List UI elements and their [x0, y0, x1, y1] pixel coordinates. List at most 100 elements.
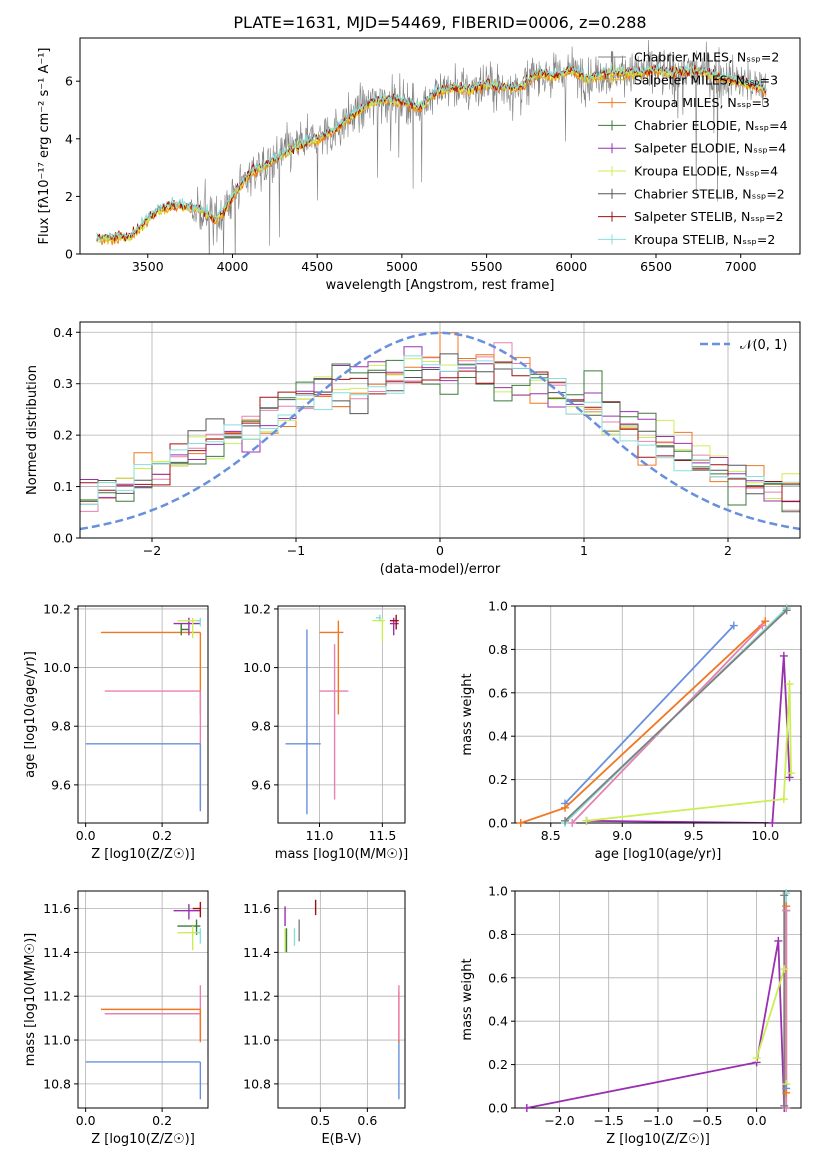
y-tick-label: 11.2 — [243, 989, 271, 1004]
y-tick-label: 2 — [65, 189, 73, 204]
axes-spectrum: 3500 4000 4500 5000 5500 6000 6500 7000 0 2 4 6 wave… — [37, 37, 801, 293]
y-tick-label: 0.1 — [53, 479, 73, 494]
errorbar-point — [376, 614, 382, 621]
y-tick-label: 0.0 — [488, 816, 508, 831]
x-tick-label: 0.0 — [747, 1113, 767, 1128]
legend-label: Salpeter MILES, Nₛₛₚ=3 — [634, 72, 778, 87]
y-tick-label: 0.2 — [53, 428, 73, 443]
x-tick-label: 0.2 — [152, 1113, 172, 1128]
errorbar-point — [196, 928, 202, 944]
errorbar-point — [319, 620, 344, 715]
x-axis-label: wavelength [Angstrom, rest frame] — [326, 278, 555, 293]
x-tick-label: 6500 — [640, 259, 672, 274]
y-tick-label: 10.2 — [243, 601, 271, 616]
y-tick-label: 0.4 — [53, 325, 73, 340]
mass-weight-marker — [780, 965, 789, 974]
axes-residuals: −2 −1 0 1 2 0.0 0.1 0.2 0.3 0.4 (data-model)/error… — [25, 321, 801, 577]
mass-weight-marker — [780, 891, 789, 900]
axes-massweight_vs_Z: −2.0 −1.5 −1.0 −0.5 0.0 0.0 0.2 0.4 0.6 0.8 1.0 Z [… — [460, 884, 802, 1147]
legend-label: Chabrier MILES, Nₛₛₚ=2 — [634, 50, 779, 65]
y-axis-label: Flux [fλ10⁻¹⁷ erg cm⁻² s⁻¹ A⁻¹] — [37, 48, 52, 245]
y-tick-label: 9.6 — [251, 777, 271, 792]
x-tick-label: 0.0 — [76, 828, 96, 843]
y-tick-label: 10.8 — [43, 1076, 71, 1091]
y-tick-label: 0 — [65, 247, 73, 262]
plot-area-age_vs_mass — [285, 614, 399, 815]
x-tick-label: −1.0 — [643, 1113, 673, 1128]
errorbar-point — [180, 623, 189, 636]
axes-frame — [77, 605, 209, 824]
mass-weight-marker — [782, 906, 791, 915]
x-tick-label: 0 — [436, 543, 444, 558]
axes-frame — [77, 890, 209, 1109]
y-axis-label: mass weight — [460, 958, 475, 1040]
x-axis-label: (data-model)/error — [380, 562, 501, 577]
y-tick-label: 0.8 — [488, 927, 508, 942]
x-axis-label: Z [log10(Z/Z☉)] — [91, 1132, 195, 1147]
y-tick-label: 0.6 — [488, 970, 508, 985]
errorbar-point — [177, 617, 201, 639]
mass-weight-marker — [786, 769, 795, 778]
plot-area-spectrum — [96, 39, 767, 254]
x-tick-label: −2.0 — [544, 1113, 574, 1128]
errorbar-point — [100, 1008, 202, 1043]
legend-label: Kroupa MILES, Nₛₛₚ=3 — [634, 95, 770, 110]
x-tick-label: 5500 — [471, 259, 503, 274]
y-tick-label: 0.8 — [488, 642, 508, 657]
plots-layer: 3500 4000 4500 5000 5500 6000 6500 7000 0 2 4 6 wave… — [23, 37, 802, 1147]
legend-label: Salpeter ELODIE, Nₛₛₚ=4 — [634, 141, 786, 156]
errorbar-point — [285, 629, 321, 815]
residual-histogram — [80, 355, 800, 505]
plot-area-mass_vs_ebv — [284, 899, 400, 1100]
x-tick-label: −1.5 — [594, 1113, 624, 1128]
mass-weight-marker — [779, 795, 788, 804]
x-tick-label: 11.0 — [306, 828, 334, 843]
mass-weight-marker — [779, 651, 788, 660]
y-tick-label: 6 — [65, 74, 73, 89]
y-tick-label: 1.0 — [488, 599, 508, 614]
x-axis-label: Z [log10(Z/Z☉)] — [606, 1132, 710, 1147]
y-tick-label: 0.4 — [488, 1014, 508, 1029]
x-tick-label: 0.2 — [152, 828, 172, 843]
axes-frame — [277, 605, 406, 824]
x-tick-label: 3500 — [132, 259, 164, 274]
y-tick-label: 11.6 — [243, 901, 271, 916]
x-axis-label: age [log10(age/yr)] — [595, 847, 722, 862]
mass-weight-line — [586, 684, 792, 822]
axes-massweight_vs_age: 8.5 9.0 9.5 10.0 0.0 0.2 0.4 0.6 0.8 1.0 age [log1… — [460, 599, 802, 862]
errorbar-point — [85, 743, 202, 812]
mass-weight-marker — [561, 816, 570, 825]
y-axis-label: age [log10(age/yr)] — [23, 651, 38, 778]
errorbar-point — [192, 901, 202, 918]
mass-weight-marker — [782, 1088, 791, 1097]
y-tick-label: 11.2 — [43, 989, 71, 1004]
y-tick-label: 0.4 — [488, 729, 508, 744]
x-axis-label: Z [log10(Z/Z☉)] — [91, 847, 195, 862]
y-tick-label: 11.4 — [243, 945, 271, 960]
errorbar-point — [319, 644, 349, 800]
axes-frame — [79, 37, 801, 255]
mass-weight-marker — [785, 680, 794, 689]
x-tick-label: −2 — [143, 543, 161, 558]
x-tick-label: 10.0 — [751, 828, 779, 843]
y-tick-label: 10.0 — [43, 660, 71, 675]
axes-frame — [514, 605, 802, 824]
mass-weight-marker — [582, 816, 591, 825]
mass-weight-line — [526, 940, 786, 1108]
axes-mass_vs_Z: 0.0 0.2 10.8 11.0 11.2 11.4 11.6 Z [log10(Z/Z☉)… — [23, 890, 209, 1147]
mass-weight-marker — [768, 819, 777, 827]
axes-mass_vs_ebv: 0.5 0.6 10.8 11.0 11.2 11.4 11.6 E(B-V) — [243, 890, 406, 1147]
errorbar-point — [372, 617, 385, 642]
mass-weight-marker — [774, 936, 783, 945]
y-axis-label: Normed distribution — [25, 365, 40, 495]
mass-weight-line — [564, 609, 788, 822]
mass-weight-marker — [568, 819, 577, 827]
mass-weight-marker — [785, 773, 794, 782]
errorbar-point — [196, 617, 202, 627]
axes-frame — [277, 890, 406, 1109]
y-tick-label: 11.6 — [43, 901, 71, 916]
legend-label: 𝒩(0, 1) — [740, 338, 787, 353]
x-tick-label: 6000 — [555, 259, 587, 274]
